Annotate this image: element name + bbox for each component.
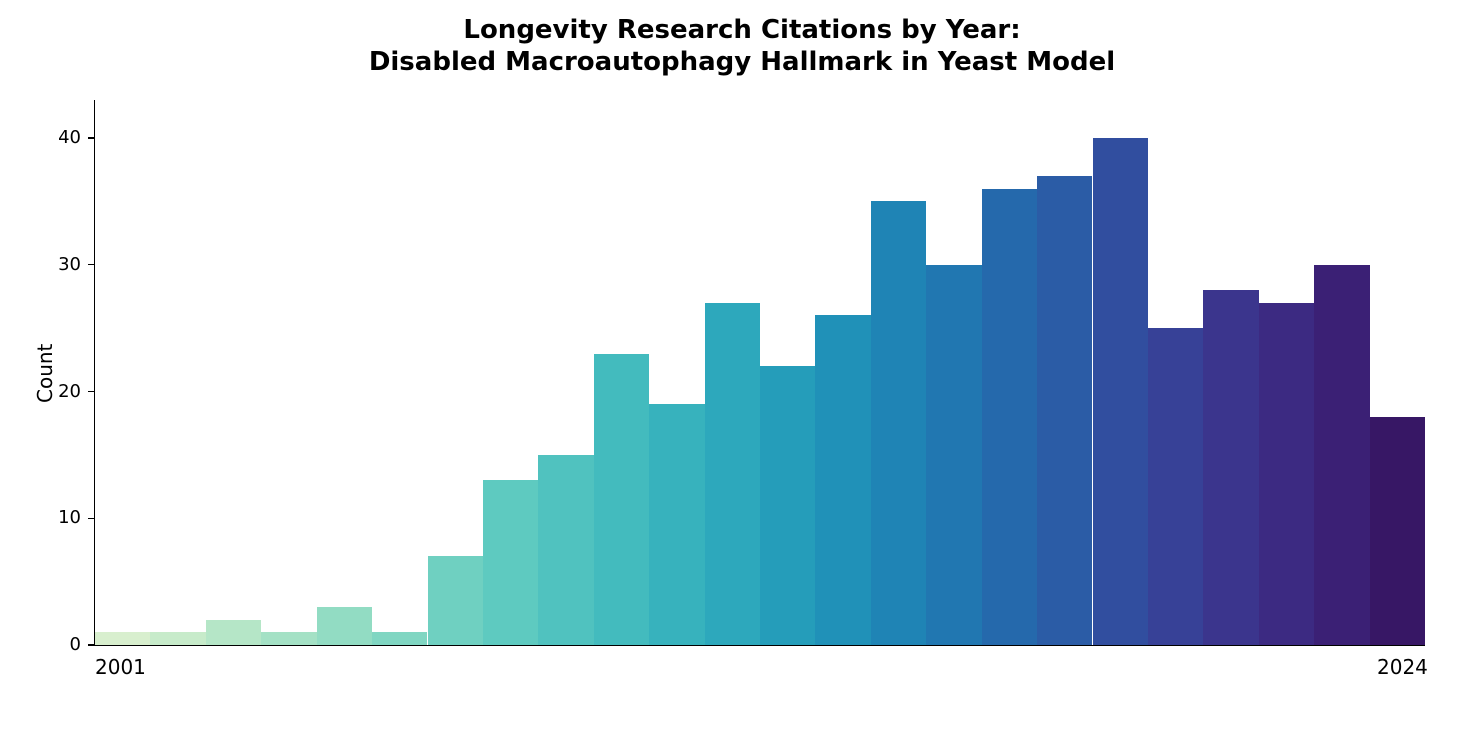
bar [760, 366, 815, 645]
y-tick-label: 30 [31, 254, 81, 275]
bar [649, 404, 704, 645]
bar [871, 201, 926, 645]
bar [317, 607, 372, 645]
bar [1203, 290, 1258, 645]
bar [1037, 176, 1092, 645]
y-tick [88, 518, 94, 519]
y-tick [88, 137, 94, 138]
y-tick [88, 391, 94, 392]
y-tick-label: 10 [31, 507, 81, 528]
bar [428, 556, 483, 645]
x-last-label: 2024 [1377, 655, 1428, 679]
chart-title-line2: Disabled Macroautophagy Hallmark in Yeas… [0, 47, 1484, 77]
bar [1370, 417, 1425, 645]
plot-area: 010203040 Count 2001 2024 [95, 100, 1425, 645]
bar [150, 632, 205, 645]
bar [1093, 138, 1148, 645]
x-first-label: 2001 [95, 655, 146, 679]
bar [705, 303, 760, 645]
bar [372, 632, 427, 645]
y-axis-line [94, 100, 95, 645]
chart-title-line1: Longevity Research Citations by Year: [0, 15, 1484, 45]
y-tick [88, 264, 94, 265]
bar [926, 265, 981, 645]
y-tick [88, 644, 94, 645]
bar [483, 480, 538, 645]
bar [1259, 303, 1314, 645]
bar [815, 315, 870, 645]
bar [261, 632, 316, 645]
y-tick-label: 40 [31, 127, 81, 148]
bar [538, 455, 593, 645]
y-axis-label: Count [33, 343, 57, 402]
bar [206, 620, 261, 645]
bar [1148, 328, 1203, 645]
bar [1314, 265, 1369, 645]
bar [982, 189, 1037, 645]
x-axis-line [94, 645, 1425, 646]
bar [594, 354, 649, 646]
y-tick-label: 0 [31, 634, 81, 655]
bar [95, 632, 150, 645]
